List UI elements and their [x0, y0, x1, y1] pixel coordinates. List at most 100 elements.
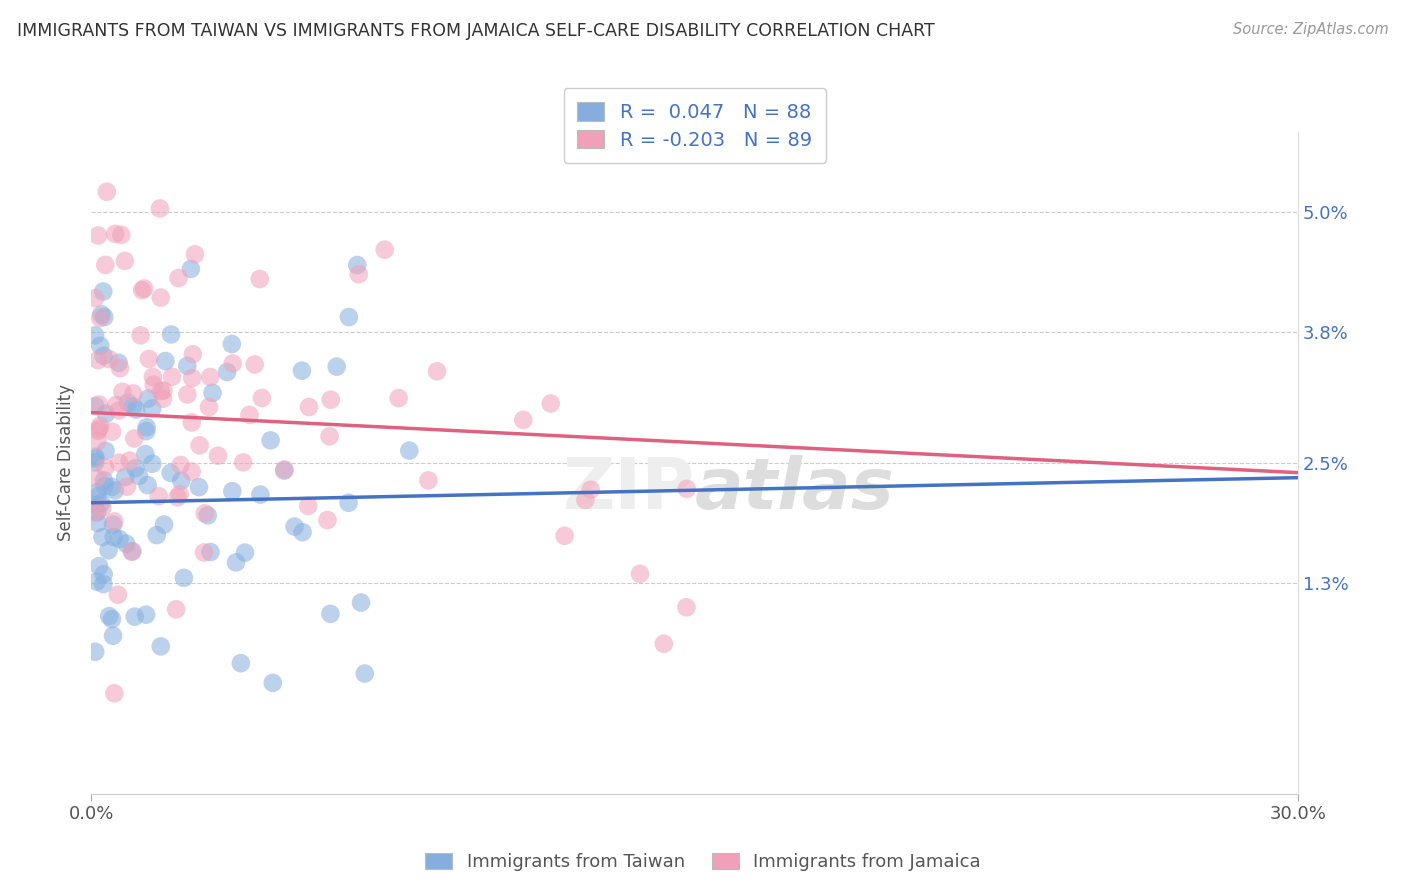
Point	[108, 456, 131, 470]
Point	[117, 395, 139, 409]
Point	[86, 574, 108, 589]
Point	[325, 359, 347, 374]
Point	[114, 470, 136, 484]
Point	[249, 272, 271, 286]
Legend: R =  0.047   N = 88, R = -0.203   N = 89: R = 0.047 N = 88, R = -0.203 N = 89	[564, 88, 825, 163]
Point	[87, 516, 110, 530]
Point	[318, 429, 340, 443]
Legend: Immigrants from Taiwan, Immigrants from Jamaica: Immigrants from Taiwan, Immigrants from …	[418, 846, 988, 879]
Point	[169, 458, 191, 472]
Point	[136, 478, 159, 492]
Point	[181, 371, 204, 385]
Point	[374, 243, 396, 257]
Point	[86, 471, 108, 485]
Point	[91, 500, 114, 515]
Point	[652, 637, 675, 651]
Point	[149, 384, 172, 399]
Point	[122, 432, 145, 446]
Point	[87, 397, 110, 411]
Point	[104, 227, 127, 241]
Point	[250, 391, 273, 405]
Point	[84, 506, 107, 520]
Point	[107, 588, 129, 602]
Point	[94, 258, 117, 272]
Point	[115, 480, 138, 494]
Point	[104, 483, 127, 498]
Point	[138, 351, 160, 366]
Point	[180, 262, 202, 277]
Point	[152, 384, 174, 398]
Point	[98, 352, 121, 367]
Point	[89, 339, 111, 353]
Text: Source: ZipAtlas.com: Source: ZipAtlas.com	[1233, 22, 1389, 37]
Point	[103, 515, 125, 529]
Point	[181, 347, 204, 361]
Point	[388, 391, 411, 405]
Point	[337, 496, 360, 510]
Point	[87, 353, 110, 368]
Point	[103, 530, 125, 544]
Point	[101, 425, 124, 439]
Point	[124, 609, 146, 624]
Point	[121, 545, 143, 559]
Point	[200, 370, 222, 384]
Point	[232, 455, 254, 469]
Point	[108, 403, 131, 417]
Point	[93, 349, 115, 363]
Point	[135, 420, 157, 434]
Point	[176, 359, 198, 373]
Point	[90, 307, 112, 321]
Point	[418, 474, 440, 488]
Point	[141, 457, 163, 471]
Point	[159, 466, 181, 480]
Point	[132, 281, 155, 295]
Point	[91, 530, 114, 544]
Point	[155, 354, 177, 368]
Point	[136, 392, 159, 406]
Point	[225, 555, 247, 569]
Point	[347, 267, 370, 281]
Point	[169, 487, 191, 501]
Point	[221, 484, 243, 499]
Point	[188, 438, 211, 452]
Point	[259, 434, 281, 448]
Point	[284, 519, 307, 533]
Point	[319, 392, 342, 407]
Point	[84, 645, 107, 659]
Point	[94, 460, 117, 475]
Point	[180, 416, 202, 430]
Point	[316, 513, 339, 527]
Point	[221, 337, 243, 351]
Point	[86, 485, 108, 500]
Point	[167, 271, 190, 285]
Point	[153, 517, 176, 532]
Point	[121, 544, 143, 558]
Point	[337, 310, 360, 324]
Point	[675, 482, 697, 496]
Point	[319, 607, 342, 621]
Point	[291, 525, 314, 540]
Point	[675, 600, 697, 615]
Point	[166, 491, 188, 505]
Point	[273, 462, 295, 476]
Point	[512, 413, 534, 427]
Point	[87, 422, 110, 436]
Point	[110, 227, 132, 242]
Point	[426, 364, 449, 378]
Point	[84, 498, 107, 512]
Point	[84, 399, 107, 413]
Point	[540, 396, 562, 410]
Point	[149, 640, 172, 654]
Point	[89, 418, 111, 433]
Point	[173, 571, 195, 585]
Point	[101, 612, 124, 626]
Point	[98, 609, 121, 624]
Point	[105, 398, 128, 412]
Point	[84, 450, 107, 464]
Point	[101, 480, 124, 494]
Point	[238, 408, 260, 422]
Point	[200, 545, 222, 559]
Point	[554, 529, 576, 543]
Point	[249, 487, 271, 501]
Point	[145, 528, 167, 542]
